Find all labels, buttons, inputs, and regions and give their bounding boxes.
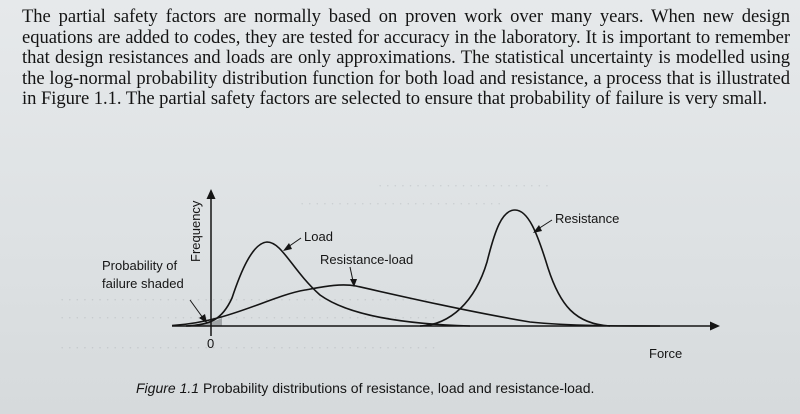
- x-axis-label: Force: [649, 346, 682, 361]
- load-leader-arrowhead: [283, 243, 292, 251]
- y-axis-arrow: [206, 189, 216, 199]
- resistance-load-leader: [349, 266, 354, 282]
- load-label: Load: [304, 229, 333, 244]
- y-axis-label: Frequency: [188, 200, 203, 262]
- show-through-text: · · · · · · · · · · · · · · · · · · · · …: [60, 340, 436, 355]
- load-curve: [185, 241, 471, 327]
- body-paragraph: The partial safety factors are normally …: [22, 6, 790, 110]
- show-through-text: · · · · · · · · · · · · · · · · · · · · …: [60, 292, 436, 307]
- show-through-text: · · · · · · · · · · · · · · · · · · · · …: [60, 310, 436, 325]
- caption-figure-number: Figure 1.1: [136, 380, 200, 396]
- failure-annotation-line2: failure shaded: [102, 276, 184, 291]
- show-through-text: · · · · · · · · · · · · · · · · · · · · …: [378, 178, 550, 193]
- failure-region: [196, 318, 222, 326]
- resistance-leader: [537, 219, 553, 230]
- resistance-leader-arrowhead: [533, 225, 542, 233]
- failure-leader-arrowhead: [199, 314, 207, 323]
- failure-annotation-line1: Probability of: [102, 258, 178, 273]
- resistance-curve: [419, 209, 611, 327]
- resistance-load-curve: [171, 284, 661, 327]
- origin-label: 0: [207, 336, 214, 351]
- resistance-label: Resistance: [555, 211, 619, 226]
- resistance-load-leader-arrowhead: [350, 279, 357, 287]
- failure-leader: [189, 299, 204, 319]
- figure-caption: Figure 1.1 Probability distributions of …: [136, 380, 594, 396]
- caption-text: Probability distributions of resistance,…: [202, 380, 595, 396]
- resistance-load-label: Resistance-load: [320, 252, 413, 267]
- x-axis-arrow: [710, 321, 720, 331]
- show-through-text: · · · · · · · · · · · · · · · · · · · · …: [300, 196, 502, 211]
